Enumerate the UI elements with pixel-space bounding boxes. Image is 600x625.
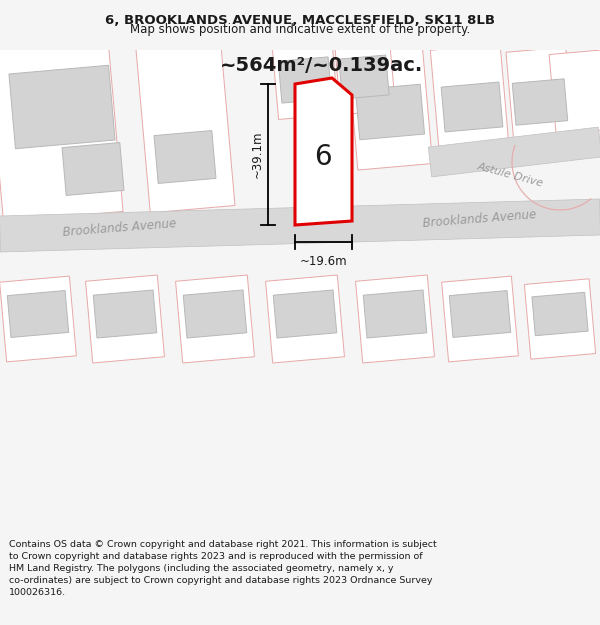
Polygon shape <box>135 31 235 213</box>
Polygon shape <box>9 65 115 149</box>
Polygon shape <box>441 82 503 132</box>
Polygon shape <box>532 292 588 336</box>
Text: 6: 6 <box>314 143 332 171</box>
Polygon shape <box>355 84 425 140</box>
Polygon shape <box>506 47 574 147</box>
Polygon shape <box>62 142 124 196</box>
Polygon shape <box>428 127 600 177</box>
Polygon shape <box>339 55 389 99</box>
Polygon shape <box>0 276 76 362</box>
Text: Astule Drive: Astule Drive <box>476 161 544 189</box>
Text: ~39.1m: ~39.1m <box>251 131 263 178</box>
Polygon shape <box>86 275 164 363</box>
Text: 6, BROOKLANDS AVENUE, MACCLESFIELD, SK11 8LB: 6, BROOKLANDS AVENUE, MACCLESFIELD, SK11… <box>105 14 495 27</box>
Polygon shape <box>347 44 433 170</box>
Text: ~19.6m: ~19.6m <box>299 255 347 268</box>
Polygon shape <box>449 291 511 338</box>
Polygon shape <box>549 50 600 134</box>
Polygon shape <box>363 290 427 338</box>
Polygon shape <box>524 279 596 359</box>
Text: Brooklands Avenue: Brooklands Avenue <box>62 217 178 239</box>
Polygon shape <box>295 78 352 225</box>
Polygon shape <box>266 275 344 363</box>
Polygon shape <box>334 35 395 115</box>
Polygon shape <box>278 57 332 103</box>
Text: Brooklands Avenue: Brooklands Avenue <box>422 208 538 230</box>
Polygon shape <box>183 290 247 338</box>
Text: Contains OS data © Crown copyright and database right 2021. This information is : Contains OS data © Crown copyright and d… <box>9 539 437 598</box>
Polygon shape <box>356 275 434 363</box>
Polygon shape <box>0 22 123 222</box>
Text: Map shows position and indicative extent of the property.: Map shows position and indicative extent… <box>130 23 470 36</box>
Polygon shape <box>273 290 337 338</box>
Polygon shape <box>154 131 216 183</box>
Polygon shape <box>442 276 518 362</box>
Polygon shape <box>7 291 69 338</box>
Polygon shape <box>512 79 568 125</box>
Polygon shape <box>0 199 600 252</box>
Polygon shape <box>272 34 338 119</box>
Text: ~564m²/~0.139ac.: ~564m²/~0.139ac. <box>220 56 423 75</box>
Polygon shape <box>176 275 254 363</box>
Polygon shape <box>93 290 157 338</box>
Polygon shape <box>430 44 509 160</box>
